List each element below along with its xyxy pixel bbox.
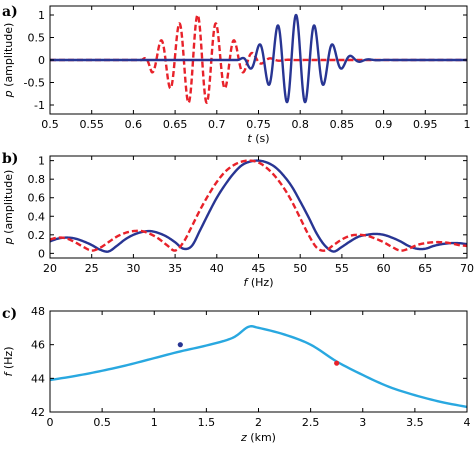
x-tick-label: 65 (418, 262, 432, 275)
panel-label: c) (2, 306, 17, 322)
y-axis-unit: (amplitude) (2, 170, 15, 238)
x-tick-label: 0.8 (291, 118, 309, 131)
y-tick-label: 0.6 (28, 192, 46, 205)
y-axis-label: f (Hz) (2, 347, 15, 377)
y-axis-label: p (amplitude) (2, 170, 15, 246)
y-tick-label: 1 (38, 155, 45, 168)
plot-area (50, 159, 467, 253)
y-axis-unit: (Hz) (2, 347, 15, 373)
y-axis-symbol: p (2, 237, 15, 245)
x-tick-label: 2.5 (302, 416, 320, 429)
y-tick-label: -1 (34, 99, 45, 112)
x-tick-label: 20 (43, 262, 57, 275)
x-tick-label: 55 (335, 262, 349, 275)
x-tick-label: 45 (252, 262, 266, 275)
x-axis-label: z (km) (240, 431, 276, 444)
x-tick-label: 0.5 (93, 416, 111, 429)
x-tick-label: 25 (85, 262, 99, 275)
x-tick-label: 1 (151, 416, 158, 429)
y-axis-symbol: p (2, 90, 15, 98)
plot-area (50, 324, 467, 409)
x-tick-label: 3.5 (406, 416, 424, 429)
y-tick-label: -0.5 (24, 77, 45, 90)
x-axis-unit: (Hz) (247, 276, 273, 289)
y-axis-unit: (amplitude) (2, 23, 15, 91)
x-tick-label: 60 (377, 262, 391, 275)
x-tick-label: 2 (255, 416, 262, 429)
x-axis-label: f (Hz) (244, 276, 274, 289)
x-tick-label: 0.65 (163, 118, 188, 131)
axes-frame (49, 310, 468, 413)
x-tick-label: 3 (359, 416, 366, 429)
x-tick-label: 0.75 (246, 118, 271, 131)
y-tick-label: 0.8 (28, 173, 46, 186)
x-axis-symbol: t (247, 132, 252, 145)
series-line-1 (50, 324, 467, 409)
y-tick-label: 0.5 (28, 32, 46, 45)
x-tick-label: 40 (210, 262, 224, 275)
x-tick-label: 0.85 (330, 118, 355, 131)
x-tick-label: 35 (168, 262, 182, 275)
y-tick-label: 1 (38, 9, 45, 22)
y-tick-label: 0.2 (28, 229, 46, 242)
x-tick-label: 0.6 (125, 118, 143, 131)
panel-b: 20 25 30 35 40 45 50 55 60 65 70 0 0.2 0.4 0.6 0.8 1 f (H… (2, 151, 474, 289)
x-tick-label: 50 (293, 262, 307, 275)
x-tick-label: 0.55 (79, 118, 104, 131)
x-tick-label: 0.95 (413, 118, 438, 131)
marker-point-2 (334, 360, 340, 366)
x-axis-label: t (s) (247, 132, 269, 145)
x-axis-unit: (km) (247, 431, 276, 444)
y-tick-label: 0 (38, 54, 45, 67)
x-tick-label: 1.5 (198, 416, 216, 429)
series-line-1 (50, 159, 467, 253)
series-line-2 (50, 159, 467, 252)
x-axis-unit: (s) (252, 132, 270, 145)
panel-label: b) (2, 151, 18, 167)
y-tick-label: 42 (31, 406, 45, 419)
y-tick-label: 48 (31, 305, 45, 318)
y-tick-label: 0.4 (28, 210, 46, 223)
y-tick-label: 0 (38, 247, 45, 260)
plot-area (50, 13, 467, 104)
x-axis-symbol: z (240, 431, 247, 444)
x-tick-label: 1 (464, 118, 471, 131)
y-axis-label: p (amplitude) (2, 23, 15, 99)
x-tick-label: 70 (460, 262, 474, 275)
x-tick-label: 4 (464, 416, 471, 429)
panel-c: 0 0.5 1 1.5 2 2.5 3 3.5 4 42 44 46 48 z (km) f (Hz) c) (2, 305, 471, 444)
series-line-2 (50, 13, 467, 104)
panel-a: 0.5 0.55 0.6 0.65 0.7 0.75 0.8 0.85 0.9 0.95 1 -1 -0… (2, 4, 471, 145)
x-tick-label: 30 (126, 262, 140, 275)
x-axis-symbol: f (244, 276, 250, 289)
y-tick-label: 46 (31, 339, 45, 352)
x-tick-label: 0 (47, 416, 54, 429)
x-tick-label: 0.5 (41, 118, 59, 131)
x-tick-label: 0.7 (208, 118, 226, 131)
x-tick-label: 0.9 (375, 118, 393, 131)
y-axis-symbol: f (2, 371, 15, 377)
marker-point-1 (177, 342, 183, 348)
panel-label: a) (2, 4, 18, 20)
y-tick-label: 44 (31, 372, 45, 385)
